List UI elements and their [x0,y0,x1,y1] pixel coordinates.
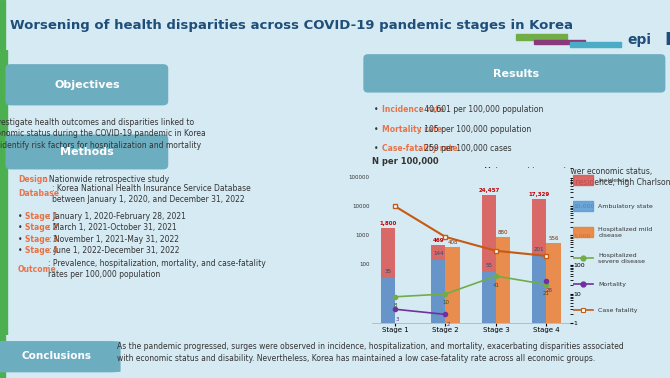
Text: : March 1, 2021-October 31, 2021: : March 1, 2021-October 31, 2021 [48,223,176,232]
Bar [381,228,395,378]
Text: 8: 8 [393,303,397,308]
FancyBboxPatch shape [363,54,665,93]
Text: 55: 55 [485,263,492,268]
Text: : November 1, 2021-May 31, 2022: : November 1, 2021-May 31, 2022 [49,235,179,244]
Text: : Nationwide retrospective study: : Nationwide retrospective study [44,175,170,184]
Bar [573,175,594,185]
Bar [516,34,567,40]
Text: •: • [18,235,25,244]
Bar [0,335,5,378]
Text: 469: 469 [433,238,444,243]
Text: 2: 2 [446,322,450,327]
Text: Hospitalized
severe disease: Hospitalized severe disease [598,253,645,264]
Text: Ambulatory state: Ambulatory state [598,204,653,209]
Bar [482,195,496,378]
Text: : June 1, 2022-December 31, 2022: : June 1, 2022-December 31, 2022 [49,246,180,255]
Text: 24,457: 24,457 [478,188,500,193]
Text: Worsening of health disparities across COVID-19 pandemic stages in Korea: Worsening of health disparities across C… [10,19,573,33]
FancyBboxPatch shape [5,135,168,169]
Text: Design: Design [18,175,48,184]
Bar [431,260,446,378]
Text: N per 100,000: N per 100,000 [372,157,438,166]
Text: epi: epi [628,33,651,47]
Text: 21: 21 [543,291,550,296]
Text: 1000: 1000 [356,233,370,238]
Text: 10: 10 [442,301,449,305]
Text: •: • [18,212,25,221]
Bar [534,40,586,44]
Text: •: • [18,223,25,232]
Text: Case fatality: Case fatality [598,308,638,313]
Text: Stage 3: Stage 3 [25,235,58,244]
Bar [496,237,510,378]
Text: : 259 per 100,000 cases: : 259 per 100,000 cases [417,144,512,153]
Text: Incidence: Incidence [598,178,628,183]
Bar [446,247,460,378]
Bar [573,227,594,237]
Bar [573,201,594,211]
Text: 144: 144 [433,251,444,256]
Bar [0,50,7,335]
Text: Objectives: Objectives [54,80,120,90]
Text: 408: 408 [448,240,458,245]
Text: Database: Database [18,189,59,198]
Text: : 105 per 100,000 population: : 105 per 100,000 population [417,125,531,134]
Text: •: • [374,105,381,114]
Text: 10000: 10000 [352,204,370,209]
Text: Results: Results [493,68,539,79]
Text: Outcome: Outcome [18,265,57,274]
Text: 201: 201 [534,246,545,252]
Bar [482,272,496,378]
FancyBboxPatch shape [0,341,121,372]
Text: Incidence rate: Incidence rate [382,105,444,114]
Text: As the pandemic progressed, surges were observed in incidence, hospitalization, : As the pandemic progressed, surges were … [117,342,624,363]
Bar [532,256,546,378]
Text: 100: 100 [359,262,370,267]
Text: To investigate health outcomes and disparities linked to
socioeconomic status du: To investigate health outcomes and dispa… [0,118,206,150]
Text: 3: 3 [396,317,399,322]
Bar [546,243,561,378]
Text: : 40,601 per 100,000 population: : 40,601 per 100,000 population [417,105,543,114]
Text: Hospitalized mild
disease: Hospitalized mild disease [598,227,653,238]
Text: •: • [374,125,381,134]
Bar [0,0,5,50]
Text: : Male sex, older age, lower economic status,
non-metropolitan area of residence: : Male sex, older age, lower economic st… [477,166,670,187]
Text: : January 1, 2020-February 28, 2021: : January 1, 2020-February 28, 2021 [48,212,186,221]
Text: •: • [374,144,381,153]
Text: 35: 35 [385,269,391,274]
Text: Stage 2: Stage 2 [25,223,58,232]
Text: 556: 556 [548,236,559,241]
Text: Conclusions: Conclusions [22,351,92,361]
Bar [431,245,446,378]
Text: 41: 41 [492,282,499,288]
Text: Case-fatality rate: Case-fatality rate [382,144,458,153]
Text: 100000: 100000 [348,175,370,180]
Text: 880: 880 [498,230,509,235]
Bar [532,199,546,378]
Text: 17,329: 17,329 [529,192,550,197]
Bar [381,278,395,378]
Text: •: • [18,246,25,255]
Text: Mortality rate: Mortality rate [382,125,442,134]
Text: 1,800: 1,800 [379,221,397,226]
Text: : Korea National Health Insurance Service Database
between January 1, 2020, and : : Korea National Health Insurance Servic… [52,184,251,204]
Bar [570,42,622,47]
Text: Risk factors of hospitalization and death: Risk factors of hospitalization and deat… [382,172,558,181]
Text: : Prevalence, hospitalization, mortality, and case-fatality
rates per 100,000 po: : Prevalence, hospitalization, mortality… [48,259,265,279]
Text: 28: 28 [545,288,552,293]
Text: Mortality: Mortality [598,282,626,287]
Text: H: H [665,31,670,50]
Text: Stage 1: Stage 1 [25,212,58,221]
FancyBboxPatch shape [5,64,168,105]
Text: Methods: Methods [60,147,114,157]
Text: •: • [374,172,381,181]
Text: Stage 4: Stage 4 [25,246,58,255]
